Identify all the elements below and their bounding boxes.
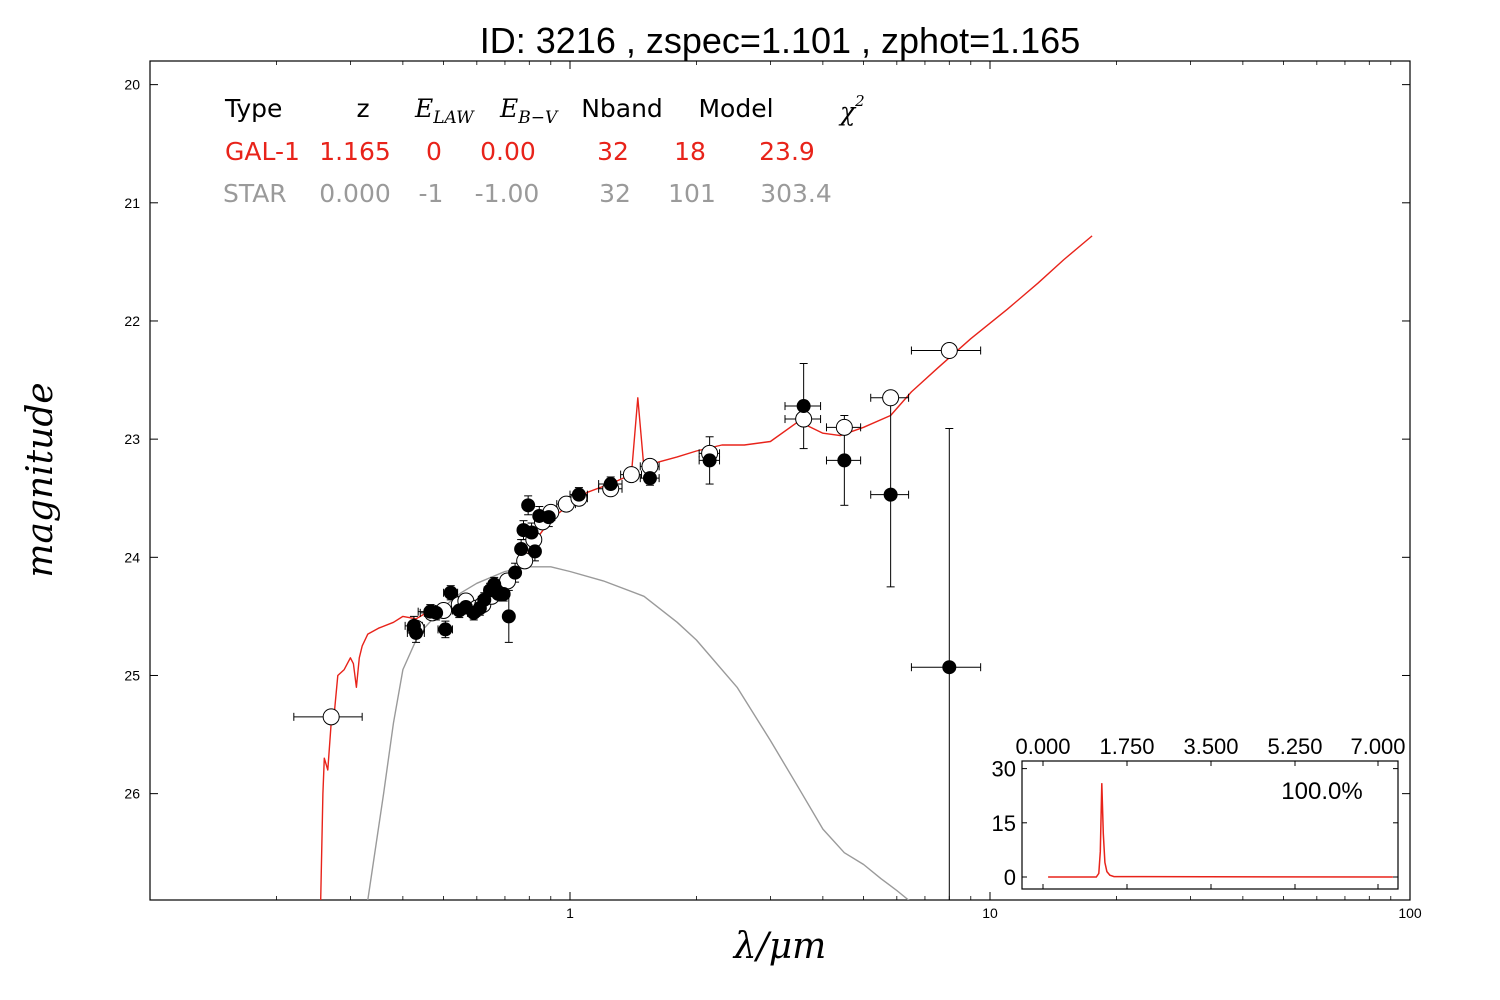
star-model: 101: [668, 179, 716, 208]
observed-magnitude-point: [837, 453, 852, 468]
observed-magnitude-point: [496, 586, 511, 601]
model-curves: [320, 235, 1093, 900]
observed-magnitude-point: [702, 453, 717, 468]
header-model: Model: [698, 94, 773, 123]
inset-y-tick-label: 15: [992, 811, 1016, 836]
model-magnitude-point: [795, 410, 813, 428]
x-tick-label: 10: [982, 905, 998, 921]
inset-frame: [1021, 760, 1399, 890]
star-nband: 32: [599, 179, 631, 208]
inset-x-tick-label: 3.500: [1183, 734, 1238, 759]
observed-magnitude-point: [438, 622, 453, 637]
y-tick-label: 20: [124, 77, 140, 93]
star-elaw: -1: [419, 179, 444, 208]
gal-ebv: 0.00: [480, 137, 536, 166]
inset-y-tick-label: 0: [1004, 865, 1016, 890]
header-chi2: χ2: [838, 92, 865, 126]
observed-magnitude-point: [409, 625, 424, 640]
observed-magnitude-point: [501, 609, 516, 624]
model-magnitude-point: [322, 708, 340, 726]
x-tick-label: 100: [1398, 905, 1422, 921]
observed-magnitude-point: [642, 471, 657, 486]
redshift-pdf-inset: 100.0% 0.000 1.750 3.500 5.250 7.000 0 15 30: [992, 734, 1406, 890]
gal-type: GAL-1: [225, 137, 300, 166]
observed-magnitude-point: [603, 477, 618, 492]
y-tick-label: 24: [124, 549, 140, 565]
gal-z: 1.165: [319, 137, 391, 166]
x-tick-label: 1: [566, 905, 574, 921]
inset-x-tick-label: 5.250: [1267, 734, 1322, 759]
model-magnitude-point: [940, 342, 958, 360]
x-axis-label: λ/μm: [732, 926, 826, 967]
plot-frame: [149, 60, 1411, 901]
model-magnitude-point: [835, 418, 853, 436]
y-tick-label: 26: [124, 786, 140, 802]
observed-magnitude-point: [521, 498, 536, 513]
header-nband: Nband: [581, 94, 663, 123]
gal-chi2: 23.9: [759, 137, 815, 166]
y-tick-label: 25: [124, 667, 140, 683]
y-axis-label: magnitude: [20, 382, 61, 577]
observed-magnitude-point: [524, 525, 539, 540]
header-z: z: [356, 94, 369, 123]
y-tick-label: 22: [124, 313, 140, 329]
inset-x-tick-label: 0.000: [1015, 734, 1070, 759]
star-z: 0.000: [319, 179, 391, 208]
inset-y-tick-label: 30: [992, 757, 1016, 782]
inset-x-tick-label: 7.000: [1350, 734, 1405, 759]
observed-magnitude-point: [571, 487, 586, 502]
header-type: Type: [224, 94, 282, 123]
header-e-bv: EB−V: [499, 94, 559, 128]
observed-magnitude-point: [443, 585, 458, 600]
sed-curve-gal-1: [320, 235, 1093, 900]
star-chi2: 303.4: [760, 179, 832, 208]
gal-elaw: 0: [426, 137, 442, 166]
gal-nband: 32: [597, 137, 629, 166]
inset-probability-label: 100.0%: [1281, 778, 1362, 805]
model-magnitude-point: [622, 466, 640, 484]
observed-magnitude-point: [508, 565, 523, 580]
sed-curve-star: [367, 566, 910, 900]
fit-table: Type z ELAW EB−V Nband Model χ2 GAL-1 1.…: [223, 92, 865, 208]
observed-magnitude-point: [942, 660, 957, 675]
observed-magnitude-point: [541, 510, 556, 525]
inset-pdf-curve: [1048, 783, 1393, 878]
inset-x-tick-label: 1.750: [1099, 734, 1154, 759]
y-tick-label: 23: [124, 431, 140, 447]
model-magnitude-point: [882, 389, 900, 407]
observed-magnitude-point: [527, 544, 542, 559]
y-tick-label: 21: [124, 195, 140, 211]
observed-magnitude-point: [514, 542, 529, 557]
observed-magnitude-point: [429, 605, 444, 620]
star-ebv: -1.00: [475, 179, 540, 208]
gal-model: 18: [674, 137, 706, 166]
header-e-law: ELAW: [414, 94, 475, 128]
chart-title: ID: 3216 , zspec=1.101 , zphot=1.165: [480, 20, 1080, 61]
observed-magnitude-point: [883, 487, 898, 502]
photometry-points: [293, 342, 982, 900]
star-type: STAR: [223, 179, 287, 208]
observed-magnitude-point: [796, 399, 811, 414]
